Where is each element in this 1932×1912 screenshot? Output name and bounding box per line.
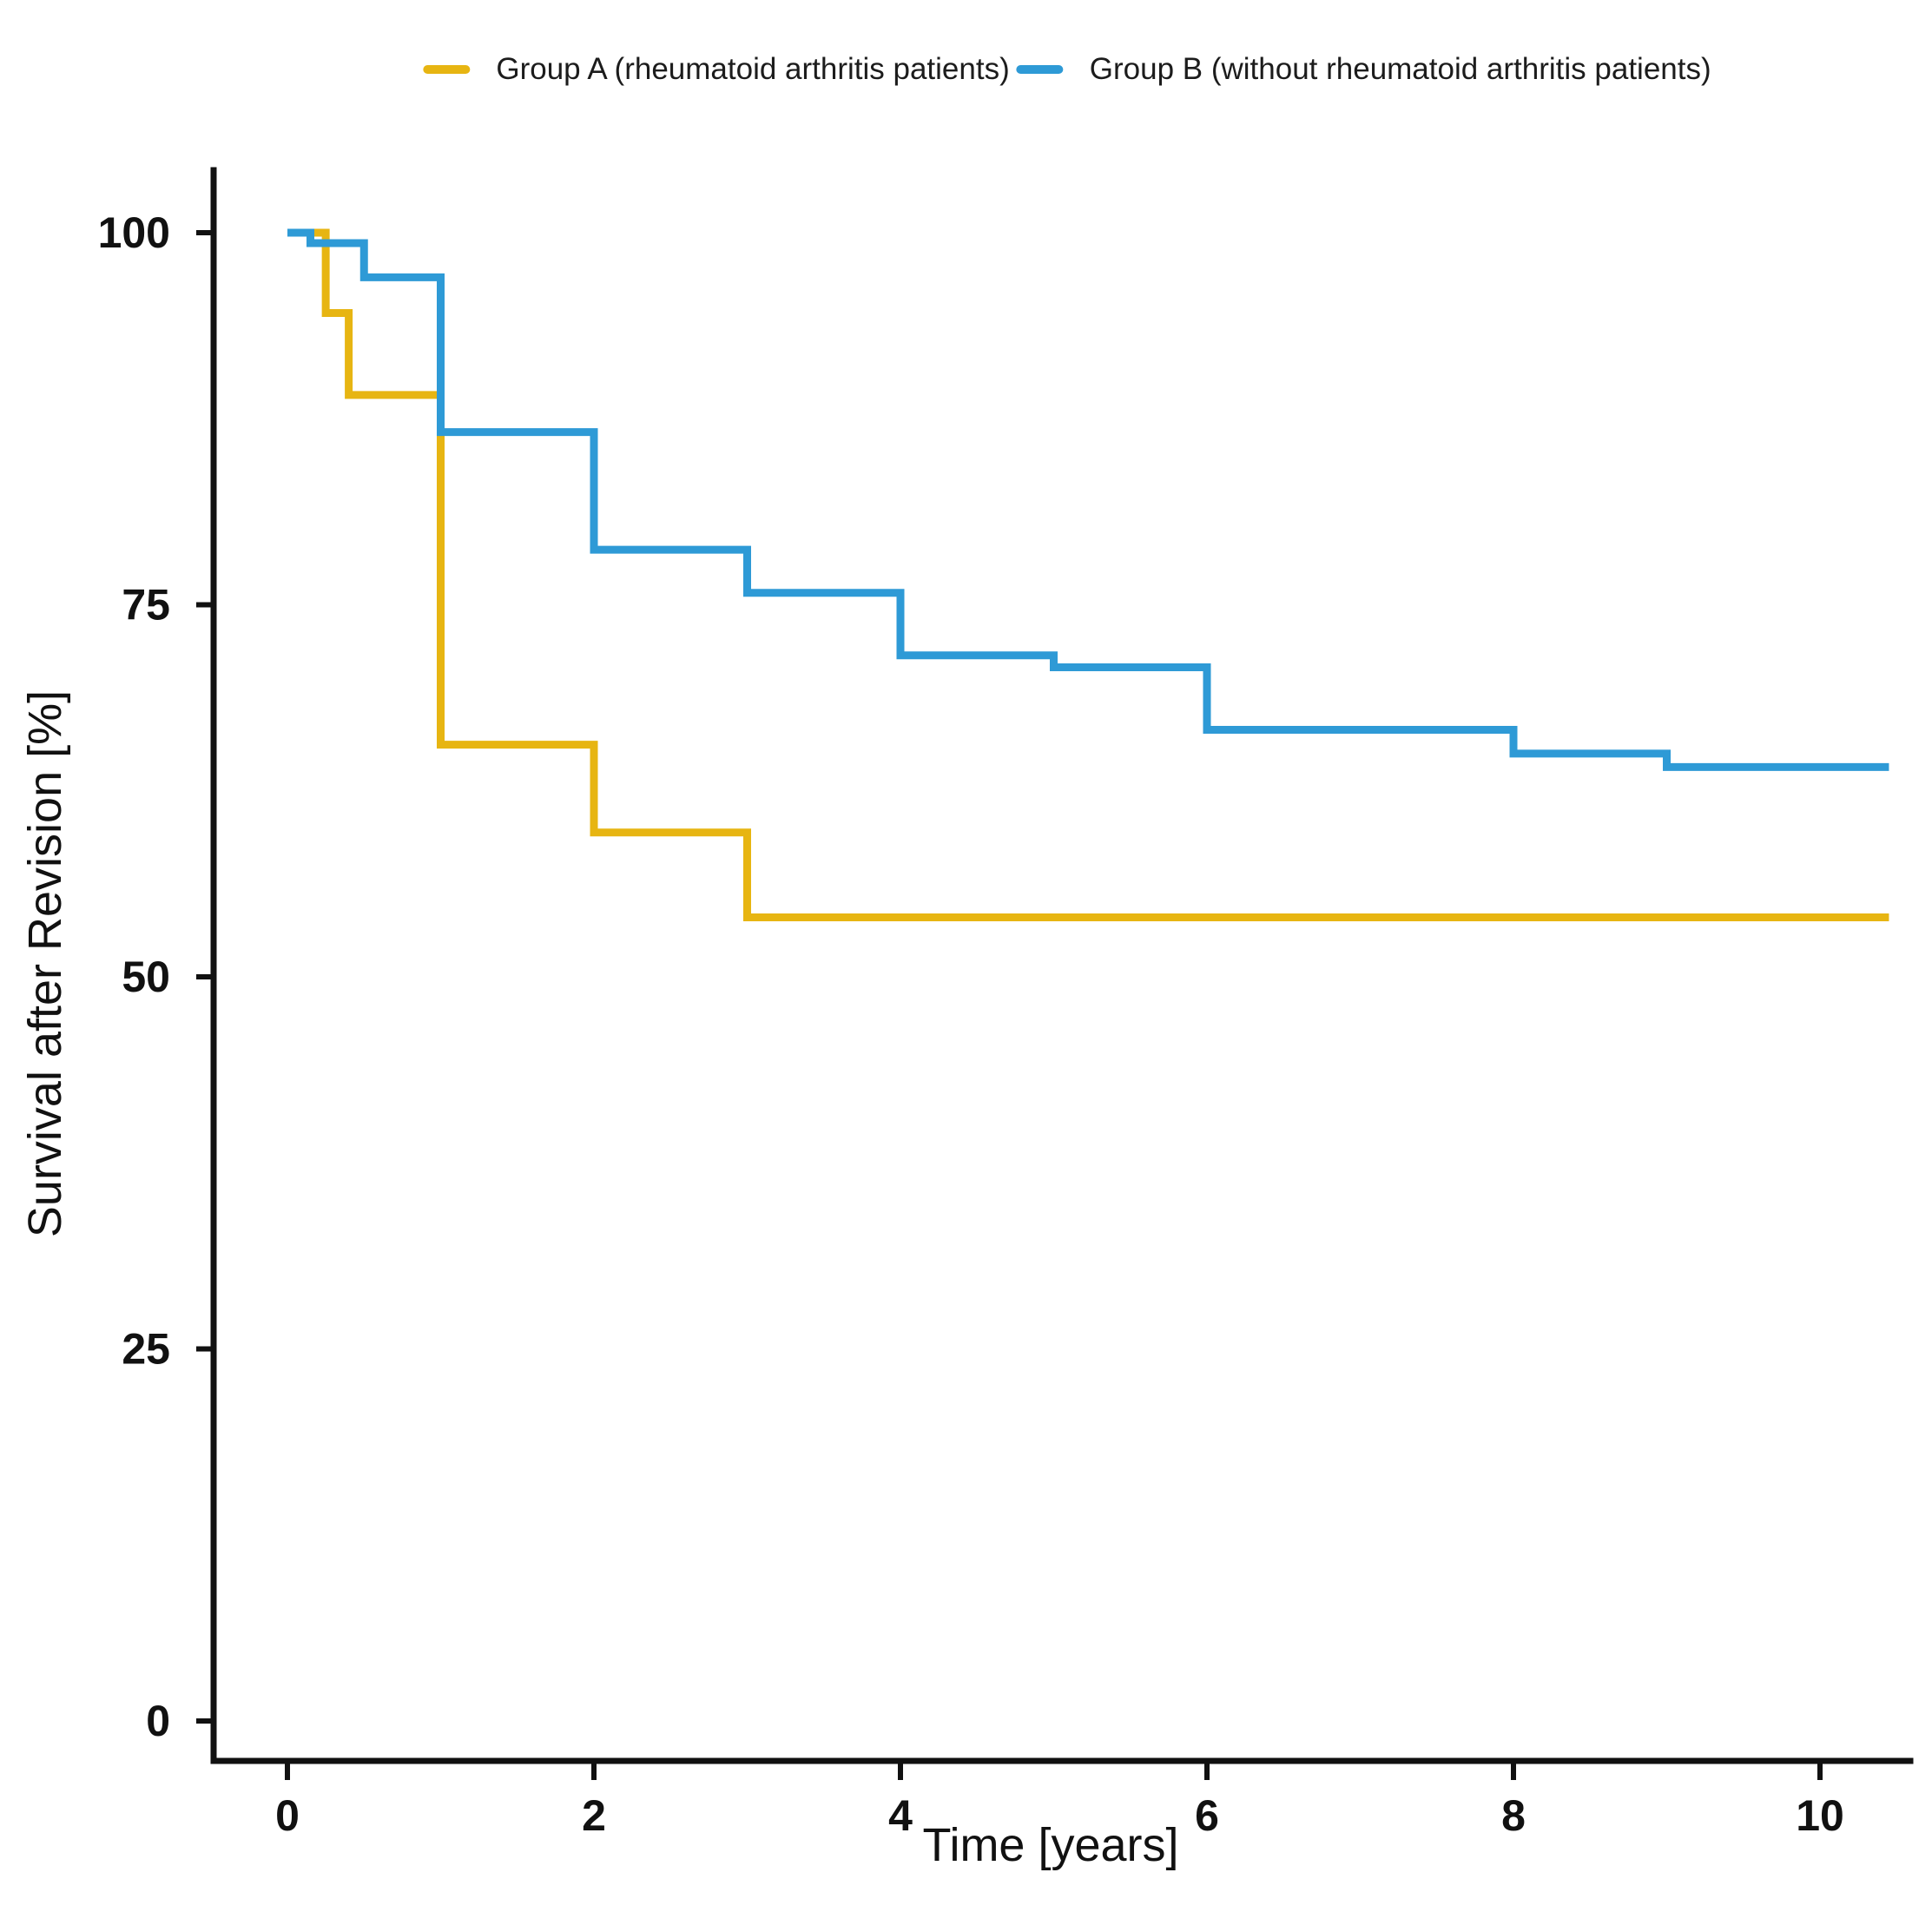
group-a-legend-label: Group A (rheumatoid arthritis patients): [496, 52, 1010, 86]
axes: 0 25 50 75 100 0 2 4 6 8 10: [98, 167, 1914, 1840]
group-b-line-swatch: [1016, 65, 1064, 74]
x-tick-label: 4: [888, 1791, 913, 1840]
x-tick-label: 6: [1195, 1791, 1219, 1840]
group-a-line-swatch: [423, 65, 471, 74]
y-tick-label: 75: [122, 581, 170, 630]
y-tick-label: 100: [98, 208, 170, 257]
series-lines: [287, 228, 1889, 921]
y-tick-label: 0: [146, 1697, 170, 1745]
x-tick-label: 2: [582, 1791, 606, 1840]
y-tick-label: 50: [122, 953, 170, 1001]
x-tick-label: 8: [1501, 1791, 1526, 1840]
legend-item-group-b: Group B (without rheumatoid arthritis pa…: [1016, 52, 1711, 87]
group-b-legend-label: Group B (without rheumatoid arthritis pa…: [1089, 52, 1711, 86]
x-tick-label: 0: [275, 1791, 300, 1840]
x-tick-label: 10: [1796, 1791, 1844, 1840]
series-line-group-b: [287, 228, 1889, 771]
legend-item-group-a: Group A (rheumatoid arthritis patients): [423, 52, 1010, 87]
y-axis-title: Survival after Revision [%]: [19, 690, 71, 1237]
y-tick-label: 25: [122, 1325, 170, 1374]
series-line-group-a: [287, 228, 1889, 921]
x-axis-title: Time [years]: [922, 1819, 1178, 1871]
axis-lines: [210, 167, 1914, 1764]
legend: Group A (rheumatoid arthritis patients) …: [423, 52, 1711, 87]
